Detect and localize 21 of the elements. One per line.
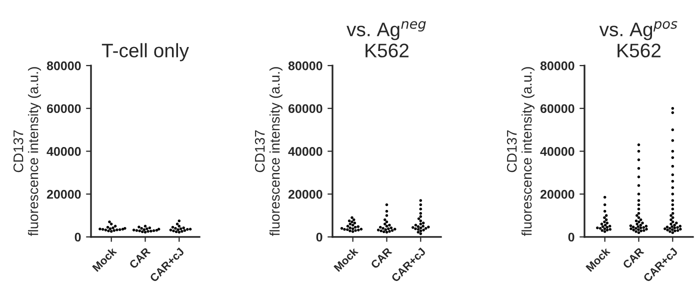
- y-tick-label: 0: [568, 232, 574, 242]
- y-tick-label: 60000: [288, 104, 322, 114]
- y-tick-label: 80000: [46, 61, 81, 70]
- y-axis-title: CD137 fluorescence intensity (a.u.): [506, 67, 534, 236]
- y-axis-title: CD137 fluorescence intensity (a.u.): [254, 67, 282, 236]
- y-tick-label: 20000: [288, 190, 322, 199]
- y-tick-label: 40000: [288, 147, 322, 156]
- y-tick-label: 60000: [46, 104, 81, 114]
- chart-title: vs. Ag$^{pos}$ K562: [599, 21, 678, 58]
- chart-title: T-cell only: [102, 43, 189, 62]
- y-axis-title: CD137 fluorescence intensity (a.u.): [13, 67, 41, 236]
- y-tick-label: 0: [74, 232, 81, 242]
- y-tick-label: 40000: [46, 147, 81, 156]
- y-tick-label: 20000: [540, 190, 574, 199]
- y-tick-label: 80000: [288, 61, 322, 70]
- chart-title: vs. Ag$^{neg}$ K562: [346, 21, 426, 58]
- y-tick-label: 40000: [540, 147, 574, 156]
- y-tick-label: 60000: [540, 104, 574, 114]
- y-tick-label: 80000: [540, 61, 574, 70]
- y-tick-label: 20000: [46, 190, 81, 199]
- y-tick-label: 0: [316, 232, 322, 242]
